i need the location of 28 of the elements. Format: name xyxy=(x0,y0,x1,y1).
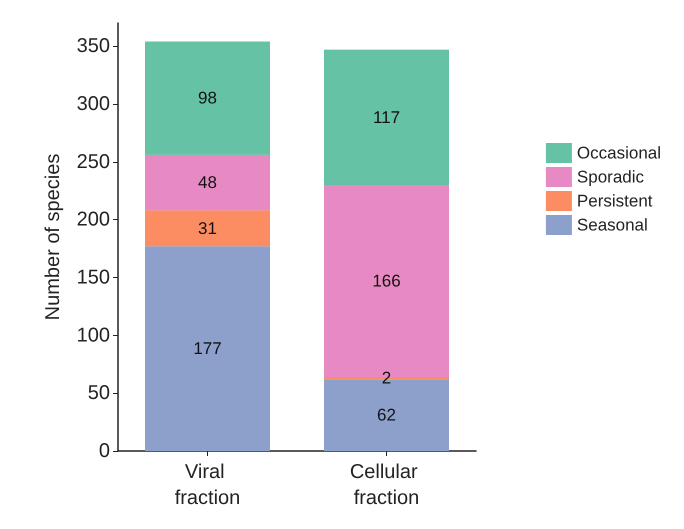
bar xyxy=(145,210,270,246)
bar xyxy=(145,154,270,210)
data-label: 177 xyxy=(193,339,222,358)
legend-label: Occasional xyxy=(576,144,662,162)
legend-label: Seasonal xyxy=(576,216,648,234)
data-label: 117 xyxy=(372,108,400,127)
x-tick-label: Cellular fraction xyxy=(350,461,424,509)
y-tick-label: 50 xyxy=(88,382,110,404)
bar xyxy=(145,42,270,155)
data-label: 166 xyxy=(372,271,401,290)
data-label: 98 xyxy=(198,88,217,108)
y-tick-label: 200 xyxy=(76,208,110,231)
y-tick-label: 300 xyxy=(76,92,110,115)
bar xyxy=(145,246,270,451)
data-label: 2 xyxy=(382,368,392,388)
y-tick-label: 0 xyxy=(98,440,110,462)
data-label: 31 xyxy=(198,218,217,238)
y-tick-label: 150 xyxy=(76,266,110,288)
y-tick-label: 250 xyxy=(76,150,110,173)
data-label: 48 xyxy=(198,173,217,192)
data-label: 62 xyxy=(377,406,396,425)
y-tick-label: 100 xyxy=(76,324,110,346)
x-tick-label: Viral fraction xyxy=(174,461,240,509)
bar xyxy=(324,50,449,185)
legend-label: Sporadic xyxy=(576,168,644,186)
y-tick-label: 350 xyxy=(76,35,110,58)
y-axis-title: Number of species xyxy=(42,154,64,320)
legend-label: Persistent xyxy=(576,192,653,210)
